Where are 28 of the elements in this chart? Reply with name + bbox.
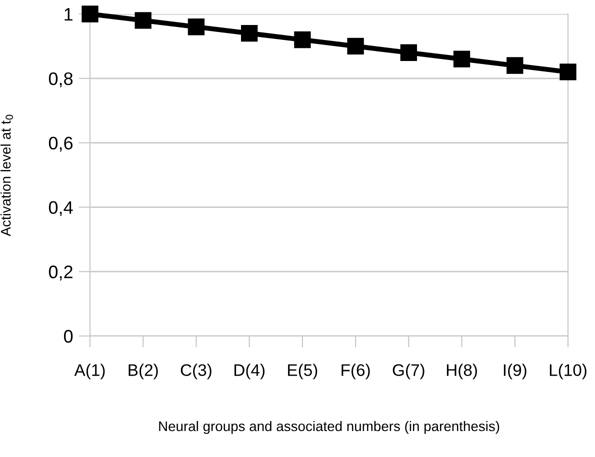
point: [82, 6, 98, 22]
y-tick-label: 0,6: [48, 136, 73, 152]
x-tick-label: F(6): [342, 364, 370, 380]
x-tick-label: E(5): [288, 364, 318, 380]
y-tick-label: 0,8: [48, 72, 73, 88]
y-axis-title: Activation level at t$_{0}$: [0, 114, 13, 236]
point: [241, 24, 258, 42]
point: [188, 18, 205, 36]
point: [453, 50, 470, 68]
x-tick-label: A(1): [74, 364, 105, 380]
point: [506, 57, 524, 74]
y-tick-label: 0,4: [48, 201, 73, 216]
x-tick-label: B(2): [128, 364, 158, 380]
point: [134, 12, 152, 29]
x-tick-label: D(4): [234, 364, 265, 380]
x-tick-label: I(9): [504, 364, 526, 380]
x-tick-label: L(10): [550, 364, 586, 380]
y-tick-label: 1: [64, 8, 72, 21]
point: [347, 38, 364, 55]
y-tick-label: 0: [64, 330, 73, 343]
x-tick-label: H(8): [446, 364, 477, 380]
x-axis-title: Neural groups and associated numbers (in parenthesis): [159, 420, 500, 434]
x-tick-label: C(3): [180, 364, 212, 380]
x-tick-label: G(7): [392, 364, 424, 380]
y-tick-label: 0,2: [48, 266, 72, 280]
point: [294, 31, 311, 48]
point: [560, 64, 576, 80]
point: [400, 44, 417, 61]
